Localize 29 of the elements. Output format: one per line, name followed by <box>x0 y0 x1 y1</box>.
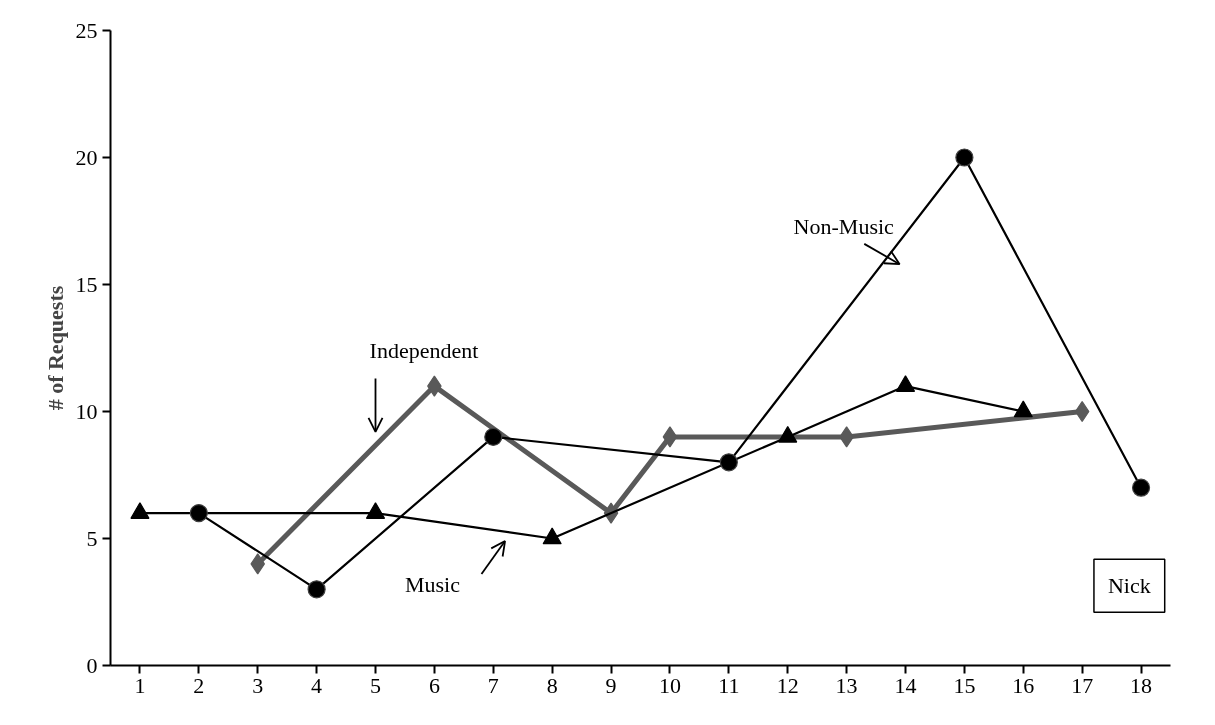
text: Music <box>404 571 461 597</box>
y-tick-label: 10 <box>75 398 98 424</box>
x-tick-label: 10 <box>658 672 681 698</box>
y-tick-label: 5 <box>86 525 98 551</box>
x-tick-label: 6 <box>428 672 440 698</box>
x-tick-label: 17 <box>1071 672 1094 698</box>
x-tick-label: 3 <box>252 672 264 698</box>
x-tick-label: 13 <box>835 672 858 698</box>
y-tick-label: 20 <box>75 144 98 170</box>
x-tick-label: 5 <box>370 672 381 698</box>
x-tick-label: 12 <box>776 672 799 698</box>
y-axis-title: # of Requests <box>42 285 68 411</box>
y-tick-label: 0 <box>86 652 98 678</box>
series-label: Independent <box>369 338 479 364</box>
y-tick-label: 25 <box>75 17 98 43</box>
x-tick-label: 7 <box>487 672 499 698</box>
x-tick-label: 16 <box>1012 672 1035 698</box>
x-tick-label: 14 <box>894 672 917 698</box>
series-label: Non-Music <box>793 213 895 239</box>
y-tick-label: 15 <box>75 271 98 297</box>
x-tick-label: 2 <box>193 672 205 698</box>
x-tick-label: 1 <box>134 672 146 698</box>
x-tick-label: 4 <box>311 672 323 698</box>
x-tick-label: 18 <box>1130 672 1153 698</box>
x-tick-label: 11 <box>718 672 740 698</box>
x-tick-label: 15 <box>953 672 976 698</box>
annotation: Nick <box>1107 573 1151 599</box>
x-tick-label: 8 <box>546 672 558 698</box>
x-tick-label: 9 <box>605 672 617 698</box>
